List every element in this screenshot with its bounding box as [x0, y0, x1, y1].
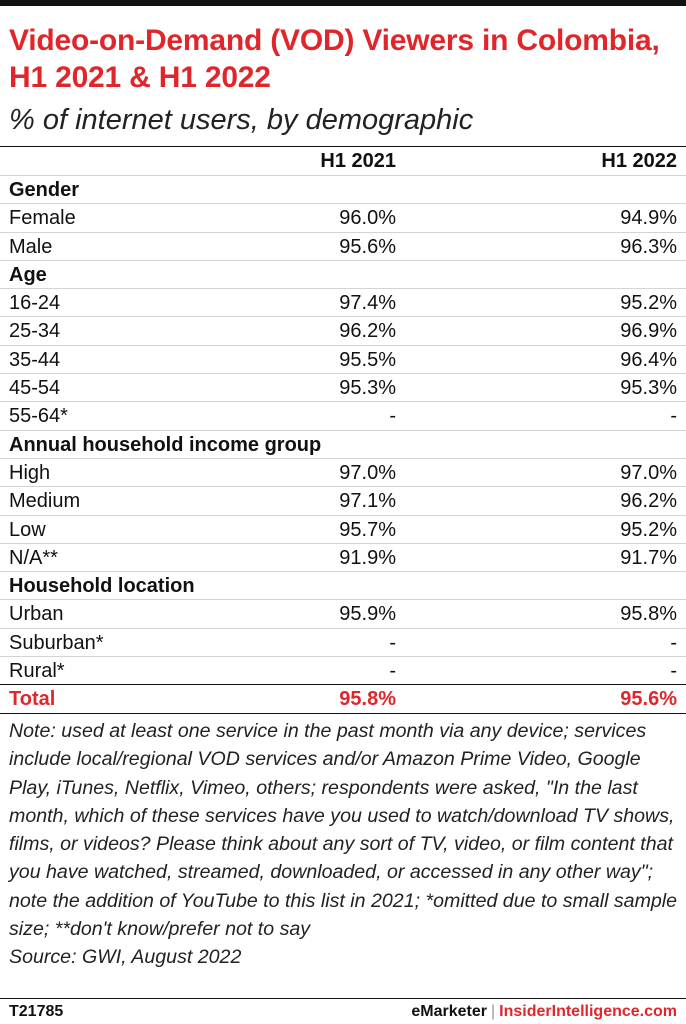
emarketer-logo-text: eMarketer	[411, 1003, 488, 1020]
table-body: Gender Female 96.0% 94.9% Male 95.6% 96.3% Age 1…	[0, 175, 686, 713]
value-h1-2022: 96.9%	[620, 320, 677, 343]
table-row-suburban: Suburban* - -	[0, 627, 686, 656]
table-row-35-44: 35-44 95.5% 96.4%	[0, 344, 686, 373]
value-h1-2021: -	[389, 660, 396, 683]
value-h1-2022: -	[670, 405, 677, 428]
row-label: High	[9, 461, 51, 484]
section-header-age: Age	[0, 259, 686, 288]
row-label: 35-44	[9, 348, 61, 371]
note-block: Note: used at least one service in the p…	[9, 717, 679, 972]
section-label: Household location	[9, 575, 195, 598]
row-label: Medium	[9, 490, 81, 513]
value-h1-2021: 95.5%	[339, 348, 396, 371]
table-row-medium: Medium 97.1% 96.2%	[0, 486, 686, 514]
row-label: 45-54	[9, 377, 61, 400]
row-label: Male	[9, 235, 53, 258]
value-h1-2022: 96.2%	[620, 490, 677, 513]
table-row-low: Low 95.7% 95.2%	[0, 514, 686, 543]
table-row-25-34: 25-34 96.2% 96.9%	[0, 316, 686, 344]
value-h1-2022: -	[670, 660, 677, 683]
value-h1-2022: 96.3%	[620, 235, 677, 258]
table-row-16-24: 16-24 97.4% 95.2%	[0, 288, 686, 316]
value-h1-2022: 91.7%	[620, 546, 677, 569]
value-h1-2022: 96.4%	[620, 348, 677, 371]
value-h1-2021: 95.3%	[339, 377, 396, 400]
table-bottom-rule	[0, 712, 686, 714]
section-header-annual-household-income-group: Annual household income group	[0, 429, 686, 458]
note-text: Note: used at least one service in the p…	[9, 720, 678, 941]
value-h1-2021: 95.8%	[339, 688, 396, 711]
row-label: Female	[9, 207, 76, 230]
table-row-urban: Urban 95.9% 95.8%	[0, 599, 686, 627]
row-label: Rural*	[9, 660, 65, 683]
footer-brand: eMarketer | InsiderIntelligence.com	[411, 1003, 677, 1021]
footer-rule	[0, 998, 686, 999]
value-h1-2021: 95.9%	[339, 603, 396, 626]
table-row-55-64: 55-64* - -	[0, 401, 686, 429]
data-table: H1 2021 H1 2022 Gender Female 96.0% 94.9% Ma…	[0, 146, 686, 714]
table-row-female: Female 96.0% 94.9%	[0, 203, 686, 231]
table-row-n-a: N/A** 91.9% 91.7%	[0, 542, 686, 571]
table-row-male: Male 95.6% 96.3%	[0, 231, 686, 260]
row-label: Low	[9, 518, 46, 541]
value-h1-2021: -	[389, 631, 396, 654]
chart-id: T21785	[9, 1003, 64, 1020]
value-h1-2022: 95.2%	[620, 518, 677, 541]
chart-title: Video-on-Demand (VOD) Viewers in Colombi…	[9, 24, 660, 94]
value-h1-2022: 97.0%	[620, 461, 677, 484]
section-header-gender: Gender	[0, 175, 686, 203]
section-label: Annual household income group	[9, 433, 322, 456]
insider-intelligence-link[interactable]: InsiderIntelligence.com	[499, 1003, 677, 1020]
table-row-high: High 97.0% 97.0%	[0, 457, 686, 486]
row-label: 55-64*	[9, 405, 68, 428]
value-h1-2021: 96.2%	[339, 320, 396, 343]
brand-separator: |	[491, 1003, 496, 1020]
section-label: Age	[9, 263, 47, 286]
section-header-household-location: Household location	[0, 571, 686, 599]
row-label: Total	[9, 688, 56, 711]
row-label: Suburban*	[9, 631, 104, 654]
value-h1-2022: 95.6%	[620, 688, 677, 711]
row-label: 16-24	[9, 292, 61, 315]
section-label: Gender	[9, 179, 80, 201]
value-h1-2021: -	[389, 405, 396, 428]
value-h1-2022: 94.9%	[620, 207, 677, 230]
value-h1-2021: 97.4%	[339, 292, 396, 315]
value-h1-2021: 95.6%	[339, 235, 396, 258]
value-h1-2021: 97.0%	[339, 461, 396, 484]
row-label: Urban	[9, 603, 64, 626]
chart-subtitle: % of internet users, by demographic	[9, 104, 474, 136]
value-h1-2022: 95.8%	[620, 603, 677, 626]
value-h1-2021: 91.9%	[339, 546, 396, 569]
total-row: Total 95.8% 95.6%	[0, 684, 686, 712]
row-label: 25-34	[9, 320, 61, 343]
row-label: N/A**	[9, 546, 58, 569]
value-h1-2021: 95.7%	[339, 518, 396, 541]
table-row-45-54: 45-54 95.3% 95.3%	[0, 373, 686, 401]
table-header-row: H1 2021 H1 2022	[0, 146, 686, 175]
table-row-rural: Rural* - -	[0, 656, 686, 684]
value-h1-2022: -	[670, 631, 677, 654]
column-header-h1-2021: H1 2021	[320, 150, 396, 172]
value-h1-2022: 95.3%	[620, 377, 677, 400]
source-text: Source: GWI, August 2022	[9, 946, 242, 969]
top-rule	[0, 0, 686, 6]
value-h1-2021: 97.1%	[339, 490, 396, 513]
value-h1-2022: 95.2%	[620, 292, 677, 315]
value-h1-2021: 96.0%	[339, 207, 396, 230]
column-header-h1-2022: H1 2022	[601, 150, 677, 172]
